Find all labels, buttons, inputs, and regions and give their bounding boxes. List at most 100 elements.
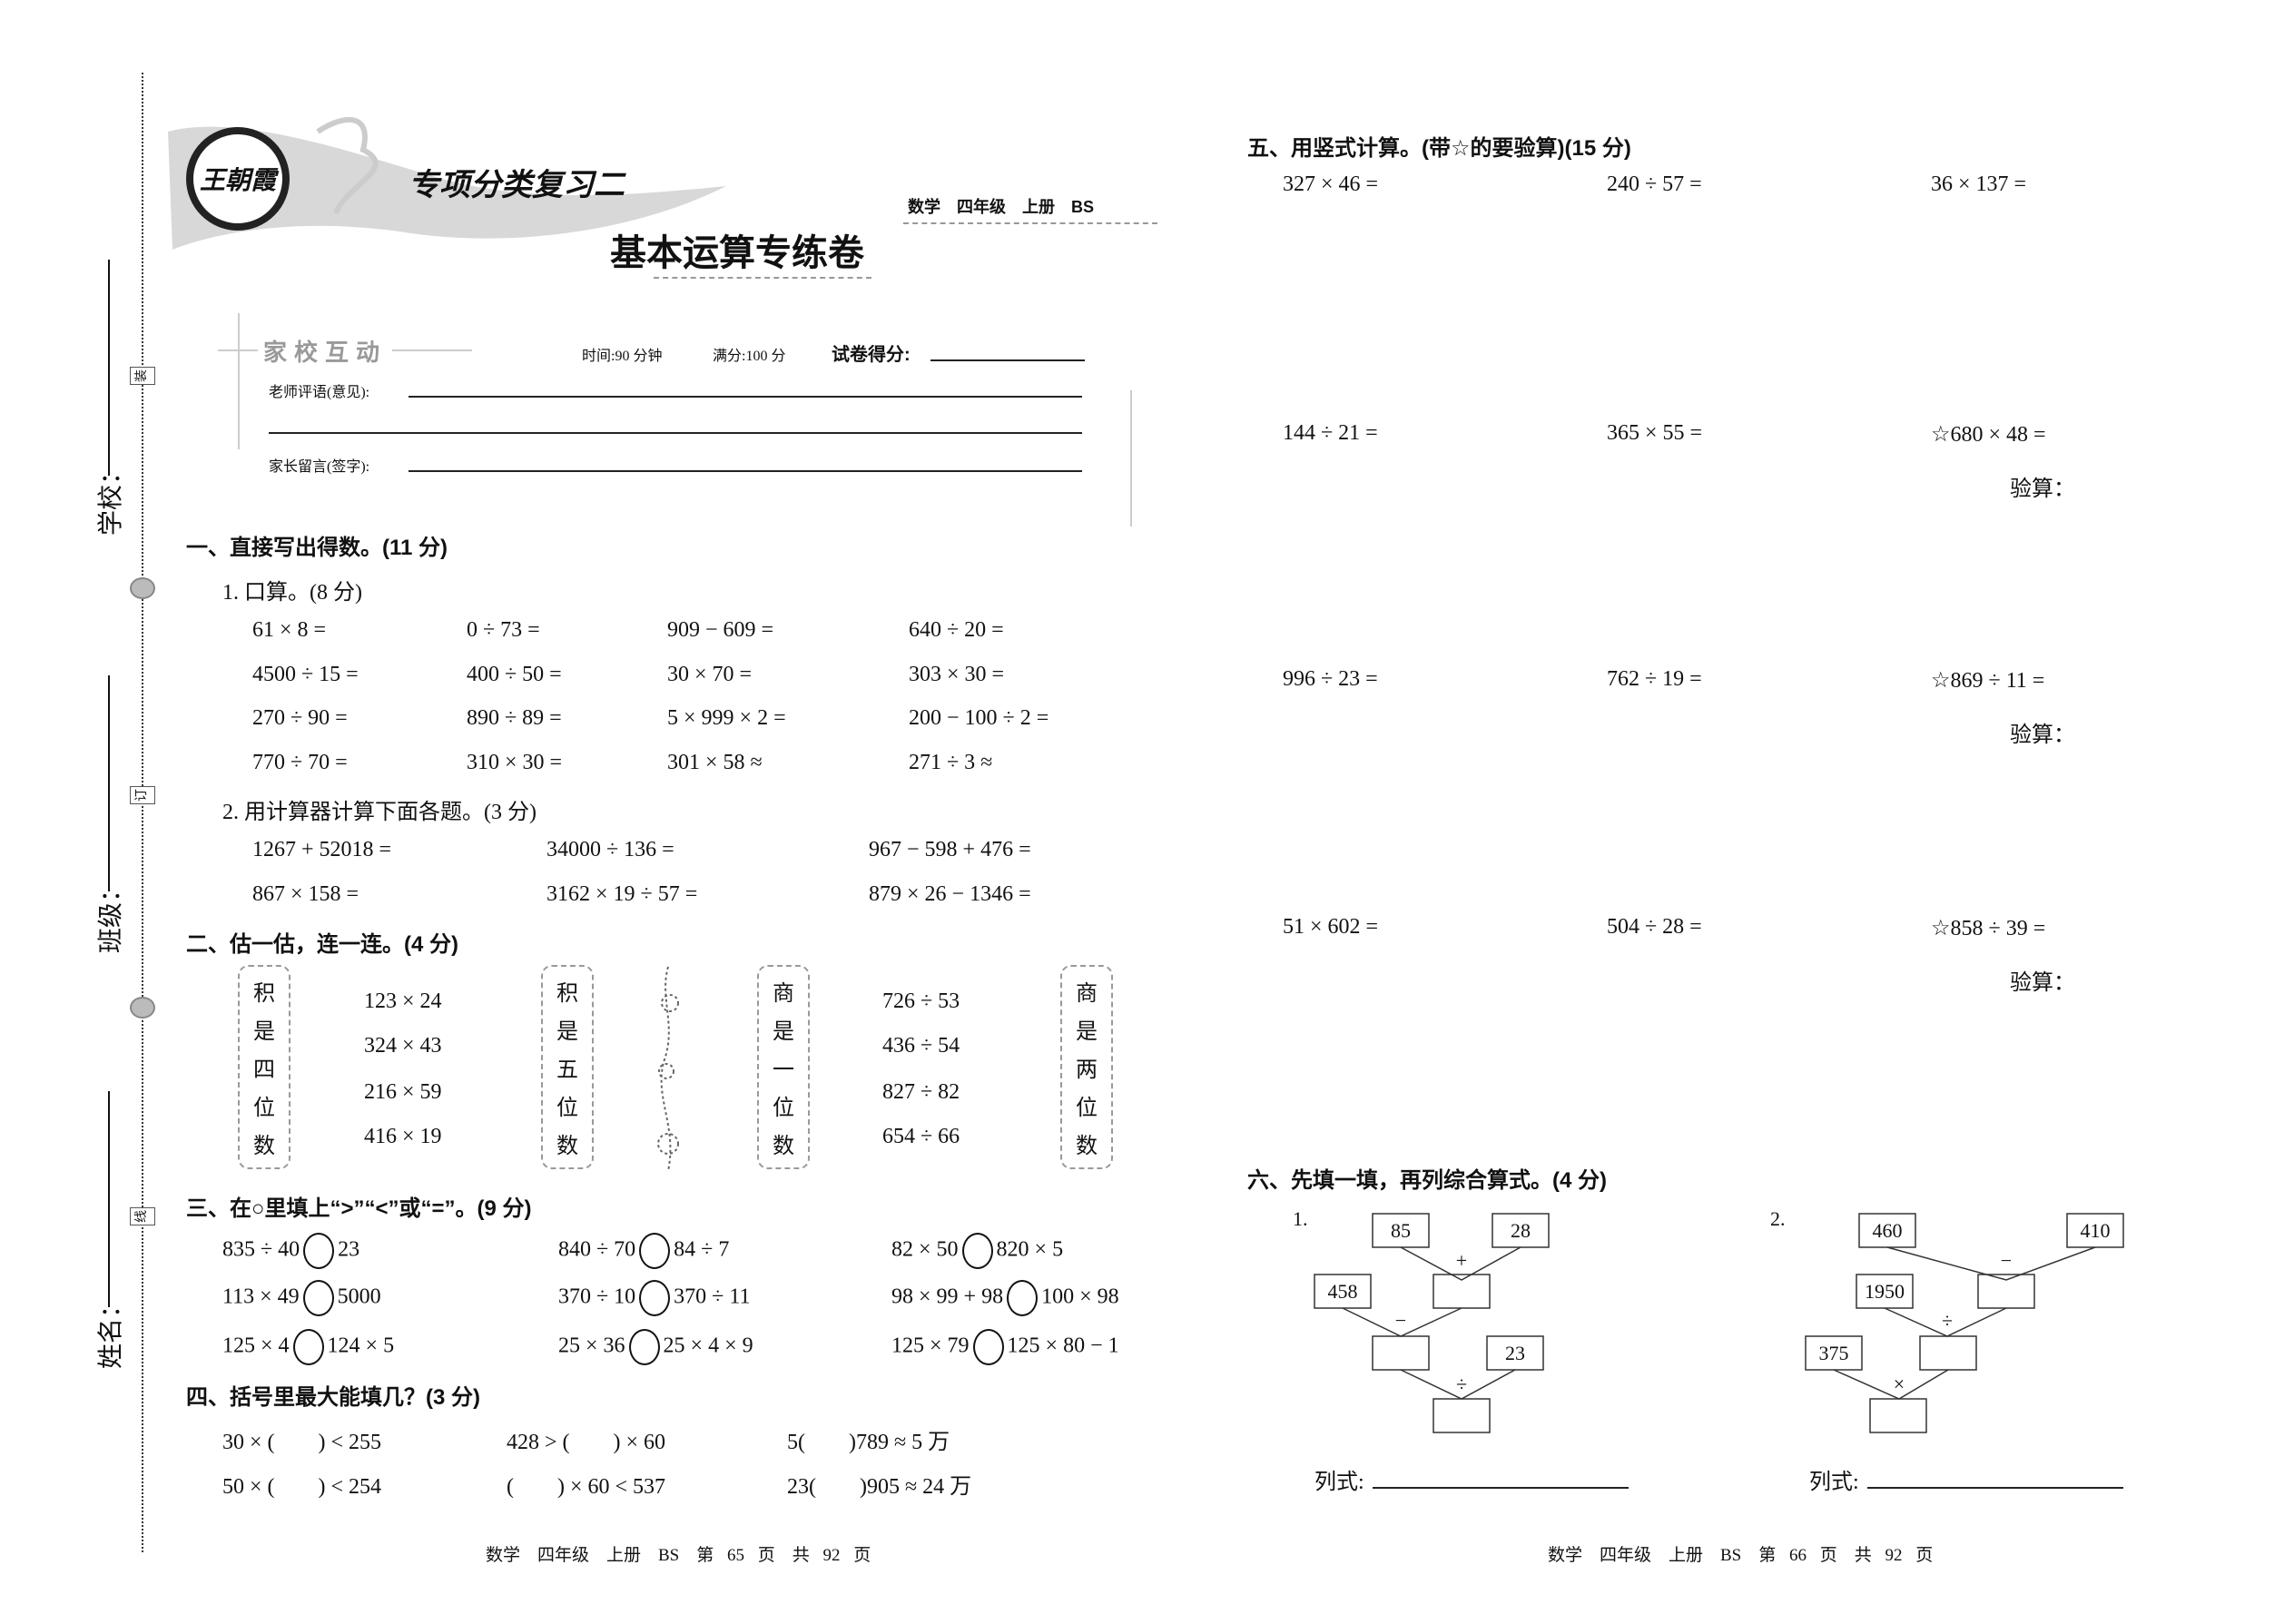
compare-right: 5000 bbox=[337, 1284, 381, 1309]
calculator-item[interactable]: 867 × 158 = bbox=[252, 882, 359, 906]
teacher-comment-field[interactable] bbox=[409, 396, 1082, 398]
full-score: 满分:100 分 bbox=[713, 349, 786, 364]
category-box[interactable]: 商是两位数 bbox=[1060, 965, 1113, 1169]
oral-calc-item[interactable]: 770 ÷ 70 = bbox=[252, 751, 348, 774]
fill-max-item[interactable]: 30 × ( ) < 255 bbox=[222, 1431, 382, 1454]
tree2-answer-3[interactable] bbox=[1869, 1398, 1927, 1433]
vertical-calc-item[interactable]: 504 ÷ 28 = bbox=[1607, 915, 1702, 939]
category-char: 数 bbox=[1076, 1134, 1098, 1158]
vertical-calc-item[interactable]: 240 ÷ 57 = bbox=[1607, 172, 1702, 196]
answer-circle[interactable] bbox=[302, 1280, 334, 1316]
tree1-formula-field[interactable] bbox=[1373, 1487, 1629, 1489]
name-field-line[interactable] bbox=[108, 1091, 110, 1307]
class-field-line[interactable] bbox=[108, 675, 110, 891]
oral-calc-item[interactable]: 640 ÷ 20 = bbox=[909, 618, 1004, 642]
calculator-item[interactable]: 1267 + 52018 = bbox=[252, 838, 392, 861]
vertical-calc-item[interactable]: 36 × 137 = bbox=[1931, 172, 2027, 196]
oral-calc-item[interactable]: 890 ÷ 89 = bbox=[467, 706, 562, 730]
fill-max-item[interactable]: 428 > ( ) × 60 bbox=[507, 1431, 666, 1454]
teacher-comment-field-line2[interactable] bbox=[269, 432, 1082, 434]
vertical-calc-item[interactable]: ☆869 ÷ 11 = bbox=[1931, 669, 2045, 693]
tree2-value-a: 460 bbox=[1873, 1219, 1903, 1242]
quotient-expression[interactable]: 827 ÷ 82 bbox=[882, 1080, 960, 1104]
category-char: 位 bbox=[253, 1096, 275, 1120]
section1-title: 一、直接写出得数。(11 分) bbox=[186, 536, 448, 560]
answer-circle[interactable] bbox=[639, 1233, 671, 1269]
oral-calc-item[interactable]: 303 × 30 = bbox=[909, 663, 1005, 686]
logo-text: 王朝霞 bbox=[199, 167, 276, 195]
category-box[interactable]: 积是五位数 bbox=[541, 965, 594, 1169]
answer-circle[interactable] bbox=[628, 1329, 660, 1365]
oral-calc-item[interactable]: 270 ÷ 90 = bbox=[252, 706, 348, 730]
calculator-item[interactable]: 967 − 598 + 476 = bbox=[869, 838, 1031, 861]
product-expression[interactable]: 416 × 19 bbox=[364, 1125, 442, 1148]
calculator-item[interactable]: 34000 ÷ 136 = bbox=[546, 838, 674, 861]
answer-circle[interactable] bbox=[639, 1280, 671, 1316]
oral-calc-item[interactable]: 61 × 8 = bbox=[252, 618, 327, 642]
oral-calc-item[interactable]: 4500 ÷ 15 = bbox=[252, 663, 359, 686]
product-expression[interactable]: 324 × 43 bbox=[364, 1034, 442, 1058]
tree1-answer-2[interactable] bbox=[1372, 1335, 1430, 1371]
quotient-expression[interactable]: 654 ÷ 66 bbox=[882, 1125, 960, 1148]
vertical-calc-item[interactable]: 762 ÷ 19 = bbox=[1607, 667, 1702, 691]
main-title: 基本运算专练卷 bbox=[610, 232, 864, 273]
category-char: 位 bbox=[1076, 1096, 1098, 1120]
oral-calc-item[interactable]: 200 − 100 ÷ 2 = bbox=[909, 706, 1049, 730]
vertical-calc-item[interactable]: 365 × 55 = bbox=[1607, 421, 1703, 445]
check-label: 验算： bbox=[2010, 723, 2075, 747]
oral-calc-item[interactable]: 30 × 70 = bbox=[667, 663, 753, 686]
category-char: 是 bbox=[773, 1020, 794, 1045]
category-char: 位 bbox=[556, 1096, 578, 1120]
compare-item: 840 ÷ 70 84 ÷ 7 bbox=[558, 1233, 729, 1269]
oral-calc-item[interactable]: 909 − 609 = bbox=[667, 618, 774, 642]
vertical-calc-item[interactable]: ☆858 ÷ 39 = bbox=[1931, 917, 2046, 940]
category-char: 积 bbox=[556, 982, 578, 1007]
tree2-value-d: 375 bbox=[1819, 1342, 1849, 1364]
category-char: 一 bbox=[773, 1058, 794, 1082]
score-field[interactable] bbox=[930, 359, 1085, 361]
vertical-calc-item[interactable]: 51 × 602 = bbox=[1283, 915, 1379, 939]
quotient-expression[interactable]: 436 ÷ 54 bbox=[882, 1034, 960, 1058]
category-char: 数 bbox=[556, 1134, 578, 1158]
exam-time: 时间:90 分钟 bbox=[582, 349, 663, 364]
calculator-item[interactable]: 879 × 26 − 1346 = bbox=[869, 882, 1031, 906]
answer-circle[interactable] bbox=[961, 1233, 993, 1269]
product-expression[interactable]: 123 × 24 bbox=[364, 989, 442, 1013]
binding-dotted-line bbox=[142, 73, 143, 1552]
vertical-calc-item[interactable]: 327 × 46 = bbox=[1283, 172, 1379, 196]
fill-max-item[interactable]: ( ) × 60 < 537 bbox=[507, 1475, 666, 1499]
tree2-answer-2[interactable] bbox=[1919, 1335, 1977, 1371]
oral-calc-item[interactable]: 400 ÷ 50 = bbox=[467, 663, 562, 686]
answer-circle[interactable] bbox=[1007, 1280, 1039, 1316]
category-char: 是 bbox=[1076, 1020, 1098, 1045]
oral-calc-item[interactable]: 301 × 58 ≈ bbox=[667, 751, 763, 774]
oral-calc-item[interactable]: 0 ÷ 73 = bbox=[467, 618, 540, 642]
answer-circle[interactable] bbox=[303, 1233, 335, 1269]
school-field-line[interactable] bbox=[108, 260, 110, 476]
tree1-formula-label: 列式: bbox=[1314, 1471, 1364, 1494]
vertical-calc-item[interactable]: ☆680 × 48 = bbox=[1931, 423, 2046, 447]
answer-circle[interactable] bbox=[292, 1329, 324, 1365]
tree2-formula-field[interactable] bbox=[1867, 1487, 2123, 1489]
category-box[interactable]: 商是一位数 bbox=[757, 965, 810, 1169]
tree1-answer-3[interactable] bbox=[1433, 1398, 1491, 1433]
parent-comment-field[interactable] bbox=[409, 470, 1082, 472]
category-char: 数 bbox=[773, 1134, 794, 1158]
quotient-expression[interactable]: 726 ÷ 53 bbox=[882, 989, 960, 1013]
vertical-calc-item[interactable]: 144 ÷ 21 = bbox=[1283, 421, 1378, 445]
fill-max-item[interactable]: 5( )789 ≈ 5 万 bbox=[787, 1431, 950, 1454]
fill-max-item[interactable]: 23( )905 ≈ 24 万 bbox=[787, 1475, 972, 1499]
product-expression[interactable]: 216 × 59 bbox=[364, 1080, 442, 1104]
category-char: 商 bbox=[1076, 982, 1098, 1007]
oral-calc-item[interactable]: 5 × 999 × 2 = bbox=[667, 706, 786, 730]
calculator-item[interactable]: 3162 × 19 ÷ 57 = bbox=[546, 882, 698, 906]
oral-calc-item[interactable]: 310 × 30 = bbox=[467, 751, 563, 774]
fill-max-item[interactable]: 50 × ( ) < 254 bbox=[222, 1475, 382, 1499]
vertical-calc-item[interactable]: 996 ÷ 23 = bbox=[1283, 667, 1378, 691]
category-char: 是 bbox=[253, 1020, 275, 1045]
home-school-badge: 家校互动 bbox=[258, 334, 393, 368]
oral-calc-item[interactable]: 271 ÷ 3 ≈ bbox=[909, 751, 993, 774]
category-box[interactable]: 积是四位数 bbox=[238, 965, 290, 1169]
header-ribbon-decoration bbox=[168, 117, 726, 250]
answer-circle[interactable] bbox=[972, 1329, 1004, 1365]
